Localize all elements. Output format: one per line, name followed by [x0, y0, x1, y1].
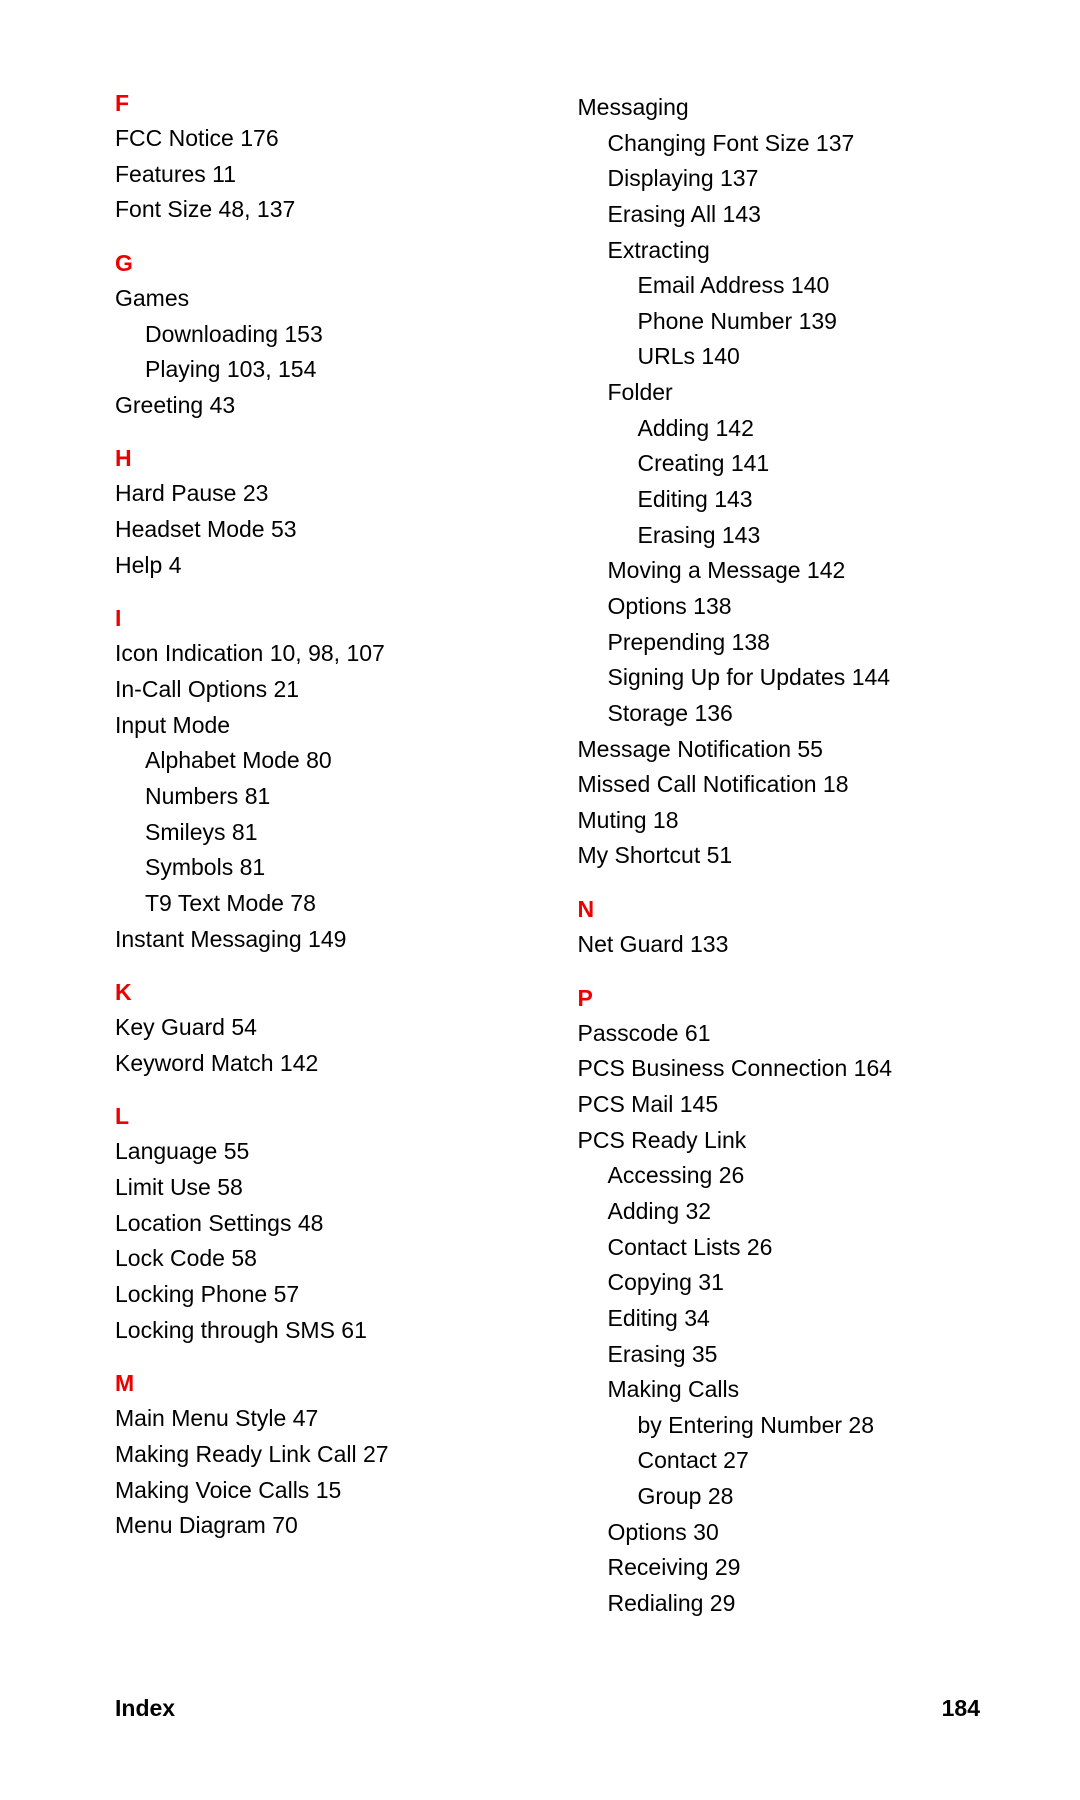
- footer-section-title: Index: [115, 1695, 175, 1722]
- index-entry: Menu Diagram 70: [115, 1508, 518, 1544]
- index-entry: Main Menu Style 47: [115, 1401, 518, 1437]
- index-entry: Passcode 61: [578, 1016, 981, 1052]
- footer-page-number: 184: [942, 1695, 980, 1722]
- index-entry: Creating 141: [578, 446, 981, 482]
- index-entry: Editing 34: [578, 1301, 981, 1337]
- index-entry: by Entering Number 28: [578, 1408, 981, 1444]
- index-entry: T9 Text Mode 78: [115, 886, 518, 922]
- index-entry: Symbols 81: [115, 850, 518, 886]
- index-entry: Adding 32: [578, 1194, 981, 1230]
- index-entry: Instant Messaging 149: [115, 922, 518, 958]
- index-left-column: F FCC Notice 176Features 11Font Size 48, …: [115, 90, 518, 1622]
- index-entry: Contact 27: [578, 1443, 981, 1479]
- index-entry: Making Calls: [578, 1372, 981, 1408]
- index-entry: Message Notification 55: [578, 732, 981, 768]
- index-entry: Language 55: [115, 1134, 518, 1170]
- index-entry: Headset Mode 53: [115, 512, 518, 548]
- index-entry: Prepending 138: [578, 625, 981, 661]
- index-letter-heading: L: [115, 1103, 518, 1130]
- index-entry: Copying 31: [578, 1265, 981, 1301]
- index-letter-heading: H: [115, 445, 518, 472]
- index-entry: Extracting: [578, 233, 981, 269]
- index-entry: Playing 103, 154: [115, 352, 518, 388]
- index-entry: Icon Indication 10, 98, 107: [115, 636, 518, 672]
- index-letter-heading: G: [115, 250, 518, 277]
- index-entry: Features 11: [115, 157, 518, 193]
- index-entry: Erasing 35: [578, 1337, 981, 1373]
- index-entry: FCC Notice 176: [115, 121, 518, 157]
- index-entry: In-Call Options 21: [115, 672, 518, 708]
- index-entry: Changing Font Size 137: [578, 126, 981, 162]
- index-entry: My Shortcut 51: [578, 838, 981, 874]
- index-entry: Folder: [578, 375, 981, 411]
- index-entry: Group 28: [578, 1479, 981, 1515]
- index-entry: Accessing 26: [578, 1158, 981, 1194]
- index-entry: Erasing 143: [578, 518, 981, 554]
- index-entry: Keyword Match 142: [115, 1046, 518, 1082]
- index-entry: Moving a Message 142: [578, 553, 981, 589]
- index-entry: Downloading 153: [115, 317, 518, 353]
- index-entry: Limit Use 58: [115, 1170, 518, 1206]
- index-entry: Alphabet Mode 80: [115, 743, 518, 779]
- index-letter-heading: I: [115, 605, 518, 632]
- index-entry: Options 138: [578, 589, 981, 625]
- index-entry: Making Ready Link Call 27: [115, 1437, 518, 1473]
- index-entry: Net Guard 133: [578, 927, 981, 963]
- index-letter-heading: K: [115, 979, 518, 1006]
- index-entry: Storage 136: [578, 696, 981, 732]
- index-entry: PCS Mail 145: [578, 1087, 981, 1123]
- index-entry: PCS Ready Link: [578, 1123, 981, 1159]
- index-entry: Making Voice Calls 15: [115, 1473, 518, 1509]
- index-right-column: MessagingChanging Font Size 137Displayin…: [578, 90, 981, 1622]
- index-entry: Adding 142: [578, 411, 981, 447]
- index-entry: Key Guard 54: [115, 1010, 518, 1046]
- index-entry: Greeting 43: [115, 388, 518, 424]
- index-entry: Games: [115, 281, 518, 317]
- index-entry: Displaying 137: [578, 161, 981, 197]
- index-entry: Locking Phone 57: [115, 1277, 518, 1313]
- index-entry: Lock Code 58: [115, 1241, 518, 1277]
- index-letter-heading: F: [115, 90, 518, 117]
- index-entry: Contact Lists 26: [578, 1230, 981, 1266]
- index-entry: Receiving 29: [578, 1550, 981, 1586]
- index-entry: Numbers 81: [115, 779, 518, 815]
- index-entry: Phone Number 139: [578, 304, 981, 340]
- index-entry: Signing Up for Updates 144: [578, 660, 981, 696]
- index-page: F FCC Notice 176Features 11Font Size 48, …: [0, 0, 1080, 1800]
- index-entry: Editing 143: [578, 482, 981, 518]
- index-entry: Messaging: [578, 90, 981, 126]
- index-entry: Help 4: [115, 548, 518, 584]
- index-entry: Location Settings 48: [115, 1206, 518, 1242]
- index-entry: URLs 140: [578, 339, 981, 375]
- index-letter-heading: N: [578, 896, 981, 923]
- index-entry: Input Mode: [115, 708, 518, 744]
- index-entry: Muting 18: [578, 803, 981, 839]
- index-entry: Smileys 81: [115, 815, 518, 851]
- index-entry: Hard Pause 23: [115, 476, 518, 512]
- index-entry: Redialing 29: [578, 1586, 981, 1622]
- index-columns: F FCC Notice 176Features 11Font Size 48, …: [115, 90, 980, 1622]
- index-letter-heading: P: [578, 985, 981, 1012]
- page-footer: Index 184: [115, 1695, 980, 1722]
- index-entry: Locking through SMS 61: [115, 1313, 518, 1349]
- index-entry: Missed Call Notification 18: [578, 767, 981, 803]
- index-letter-heading: M: [115, 1370, 518, 1397]
- index-entry: Email Address 140: [578, 268, 981, 304]
- index-entry: PCS Business Connection 164: [578, 1051, 981, 1087]
- index-entry: Font Size 48, 137: [115, 192, 518, 228]
- index-entry: Erasing All 143: [578, 197, 981, 233]
- index-entry: Options 30: [578, 1515, 981, 1551]
